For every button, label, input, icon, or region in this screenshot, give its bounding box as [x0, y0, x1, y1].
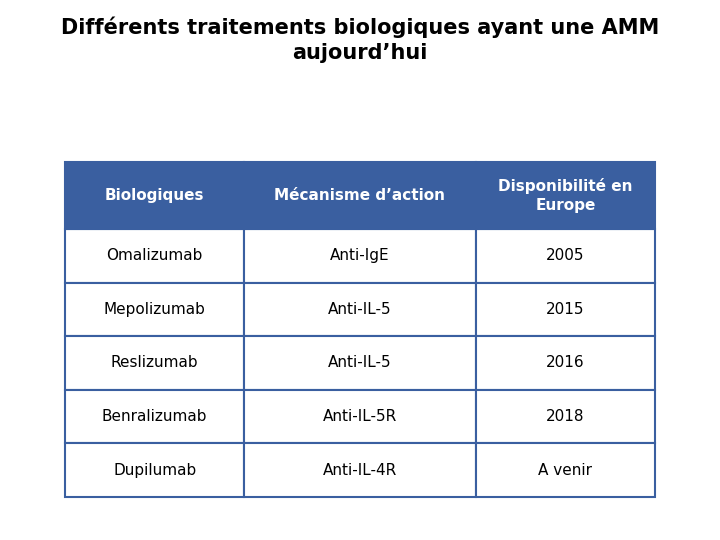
FancyBboxPatch shape [65, 443, 245, 497]
FancyBboxPatch shape [245, 443, 475, 497]
Text: Mepolizumab: Mepolizumab [104, 302, 206, 317]
FancyBboxPatch shape [475, 390, 655, 443]
Text: Omalizumab: Omalizumab [107, 248, 203, 263]
FancyBboxPatch shape [475, 443, 655, 497]
FancyBboxPatch shape [475, 282, 655, 336]
FancyBboxPatch shape [65, 336, 245, 390]
FancyBboxPatch shape [245, 390, 475, 443]
FancyBboxPatch shape [65, 390, 245, 443]
FancyBboxPatch shape [65, 229, 245, 282]
FancyBboxPatch shape [65, 282, 245, 336]
FancyBboxPatch shape [475, 336, 655, 390]
Text: Anti-IgE: Anti-IgE [330, 248, 390, 263]
Text: Disponibilité en
Europe: Disponibilité en Europe [498, 178, 633, 213]
Text: Dupilumab: Dupilumab [113, 463, 197, 477]
Text: Benralizumab: Benralizumab [102, 409, 207, 424]
Text: Mécanisme d’action: Mécanisme d’action [274, 188, 446, 203]
FancyBboxPatch shape [475, 229, 655, 282]
Text: 2016: 2016 [546, 355, 585, 370]
Text: 2015: 2015 [546, 302, 585, 317]
FancyBboxPatch shape [245, 229, 475, 282]
Text: Anti-IL-5R: Anti-IL-5R [323, 409, 397, 424]
Text: Anti-IL-4R: Anti-IL-4R [323, 463, 397, 477]
Text: A venir: A venir [539, 463, 593, 477]
Text: Différents traitements biologiques ayant une AMM
aujourd’hui: Différents traitements biologiques ayant… [61, 16, 659, 63]
Text: Anti-IL-5: Anti-IL-5 [328, 355, 392, 370]
Text: 2005: 2005 [546, 248, 585, 263]
Text: Biologiques: Biologiques [105, 188, 204, 203]
FancyBboxPatch shape [65, 162, 655, 229]
FancyBboxPatch shape [245, 336, 475, 390]
Text: 2018: 2018 [546, 409, 585, 424]
Text: Anti-IL-5: Anti-IL-5 [328, 302, 392, 317]
FancyBboxPatch shape [245, 282, 475, 336]
Text: Reslizumab: Reslizumab [111, 355, 199, 370]
